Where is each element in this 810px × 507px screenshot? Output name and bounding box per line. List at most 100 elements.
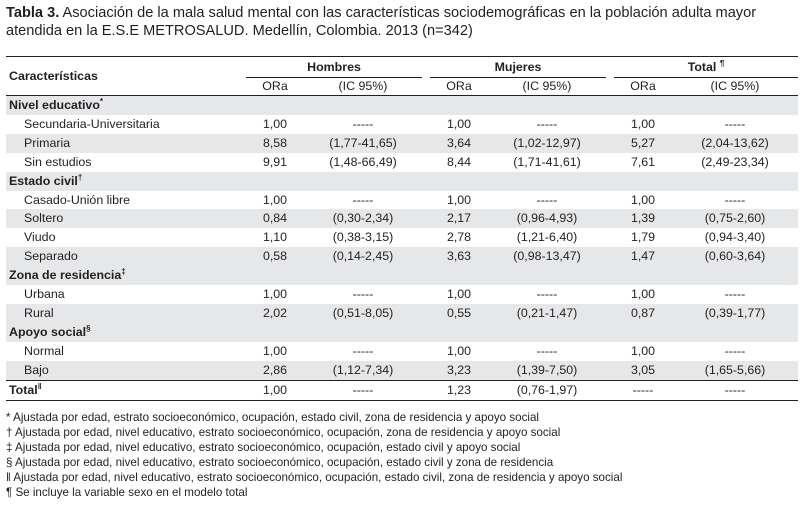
footnote: * Ajustada por edad, estrato socioeconóm…: [6, 411, 539, 424]
section-title-text: Estado civil: [9, 173, 78, 188]
hombres-ora-cell: 0,84: [262, 211, 288, 226]
total-ic-cell: -----: [724, 116, 746, 131]
footnote: ‡ Ajustada por edad, nivel educativo, es…: [6, 441, 521, 455]
results-table: Características Hombres Mujeres Total ¶ …: [6, 56, 798, 401]
total-ora-cell: 1,47: [630, 249, 656, 264]
hombres-ora-cell: 1,00: [262, 287, 288, 302]
mujeres-ora-cell: 1,23: [430, 379, 488, 401]
hombres-ic-cell: -----: [352, 116, 374, 131]
total-ora-cell: 1,00: [630, 192, 656, 207]
hombres-ora-cell: 1,00: [262, 116, 288, 131]
row-label: Rural: [24, 305, 54, 320]
table-row: Casado-Unión libre 1,00 ----- 1,00 ----- 1,00…: [6, 191, 798, 210]
total-row-label-text: Total: [9, 382, 38, 397]
row-label: Primaria: [24, 135, 71, 150]
section-row: Apoyo social§: [6, 322, 798, 342]
hombres-ic-cell: (1,48-66,49): [329, 154, 397, 169]
row-label: Urbana: [24, 287, 65, 302]
mujeres-ic-cell: (0,21-1,47): [516, 305, 578, 320]
total-or-header: ORa: [614, 77, 672, 96]
hombres-ic-cell: (1,12-7,34): [332, 362, 394, 377]
mujeres-ora-cell: 3,23: [446, 362, 472, 377]
mujeres-ora-cell: 2,17: [446, 211, 472, 226]
row-label: Bajo: [24, 362, 49, 377]
section-footnote-mark: †: [77, 172, 83, 182]
total-ora-cell: 1,39: [630, 211, 656, 226]
table-row: Normal 1,00 ----- 1,00 ----- 1,00 -----: [6, 342, 798, 361]
hombres-ora-cell: 1,00: [246, 379, 304, 401]
total-ic-cell: (0,39-1,77): [704, 305, 766, 320]
total-ic-header: (IC 95%): [672, 77, 798, 96]
hombres-ic-cell: -----: [352, 287, 374, 302]
table-row: Viudo 1,10 (0,38-3,15) 2,78 (1,21-6,40) 1,79 (…: [6, 228, 798, 247]
hombres-ic-cell: -----: [304, 379, 422, 401]
hombres-ic-cell: (0,38-3,15): [332, 230, 394, 245]
table-row: Bajo 2,86 (1,12-7,34) 3,23 (1,39-7,50) 3,05 (1…: [6, 360, 798, 381]
mujeres-ora-cell: 1,00: [446, 192, 472, 207]
table-row: Urbana 1,00 ----- 1,00 ----- 1,00 -----: [6, 285, 798, 304]
section-row: Nivel educativo*: [6, 95, 798, 115]
hombres-ic-cell: (1,77-41,65): [329, 135, 397, 150]
row-label: Normal: [24, 343, 64, 358]
mujeres-ic-cell: (1,39-7,50): [516, 362, 578, 377]
total-ora-cell: 1,00: [630, 116, 656, 131]
total-row-label: Totalǁ: [6, 379, 246, 401]
hombres-ic-cell: (0,51-8,05): [332, 305, 394, 320]
section-row: Zona de residencia‡: [6, 266, 798, 286]
row-label: Soltero: [24, 211, 64, 226]
hombres-ic-cell: -----: [352, 192, 374, 207]
caption-label: Tabla 3.: [6, 5, 60, 21]
caption-text: Asociación de la mala salud mental con l…: [6, 5, 757, 39]
mujeres-ic-cell: (0,96-4,93): [516, 211, 578, 226]
footnote: ǁ Ajustada por edad, nivel educativo, es…: [6, 471, 623, 485]
total-header-label: Total: [687, 60, 717, 74]
characteristics-header: Características: [6, 56, 246, 96]
hombres-ora-cell: 8,58: [262, 135, 288, 150]
table-row: Sin estudios 9,91 (1,48-66,49) 8,44 (1,71-41…: [6, 153, 798, 172]
mujeres-ic-header: (IC 95%): [488, 77, 606, 96]
hombres-ic-cell: (0,30-2,34): [332, 211, 394, 226]
table-header: Características Hombres Mujeres Total ¶ …: [6, 56, 798, 96]
hombres-ic-header: (IC 95%): [304, 77, 422, 96]
mujeres-ora-cell: 8,44: [446, 154, 472, 169]
table-row: Rural 2,02 (0,51-8,05) 0,55 (0,21-1,47) 0,87 (…: [6, 303, 798, 323]
table-caption: Tabla 3. Asociación de la mala salud men…: [6, 4, 806, 40]
table-row: Secundaria-Universitaria 1,00 ----- 1,00 ---…: [6, 115, 798, 134]
row-label: Separado: [24, 249, 78, 264]
row-label: Sin estudios: [24, 154, 92, 169]
section-row: Estado civil†: [6, 171, 798, 191]
total-row-footnote-mark: ǁ: [37, 381, 42, 391]
mujeres-ora-cell: 1,00: [446, 116, 472, 131]
hombres-ora-cell: 1,00: [262, 343, 288, 358]
mujeres-ora-cell: 3,63: [446, 249, 472, 264]
table-body: Nivel educativo* Secundaria-Universitaria…: [6, 95, 798, 401]
total-ic-cell: (0,94-3,40): [704, 230, 766, 245]
section-title: Zona de residencia‡: [6, 266, 798, 285]
hombres-ic-cell: (0,14-2,45): [332, 249, 394, 264]
table-row: Primaria 8,58 (1,77-41,65) 3,64 (1,02-12,97)…: [6, 133, 798, 153]
total-ora-cell: 1,79: [630, 230, 656, 245]
mujeres-ic-cell: (0,76-1,97): [488, 379, 606, 401]
hombres-ora-cell: 2,86: [262, 362, 288, 377]
mujeres-ora-cell: 1,00: [446, 343, 472, 358]
total-header-mark: ¶: [719, 59, 725, 68]
section-title-text: Zona de residencia: [9, 268, 122, 283]
mujeres-ic-cell: -----: [536, 343, 558, 358]
section-title-text: Nivel educativo: [9, 98, 100, 112]
mujeres-ic-cell: (1,02-12,97): [513, 135, 581, 150]
footnote: § Ajustada por edad, nivel educativo, es…: [6, 456, 554, 470]
hombres-ora-cell: 0,58: [262, 249, 288, 264]
footnote: ¶ Se incluye la variable sexo en el mode…: [6, 486, 248, 500]
section-title: Estado civil†: [6, 172, 798, 191]
total-ic-cell: (0,75-2,60): [704, 211, 766, 226]
section-title-text: Apoyo social: [9, 324, 87, 339]
total-ora-cell: 5,27: [630, 135, 656, 150]
total-ic-cell: -----: [724, 287, 746, 302]
section-footnote-mark: ‡: [121, 267, 126, 277]
footnote: † Ajustada por edad, nivel educativo, es…: [6, 426, 561, 440]
mujeres-ic-cell: -----: [536, 192, 558, 207]
total-ora-cell: -----: [614, 379, 672, 401]
mujeres-ora-cell: 2,78: [446, 230, 472, 245]
total-header: Total ¶: [614, 56, 798, 78]
hombres-header: Hombres: [246, 56, 422, 78]
